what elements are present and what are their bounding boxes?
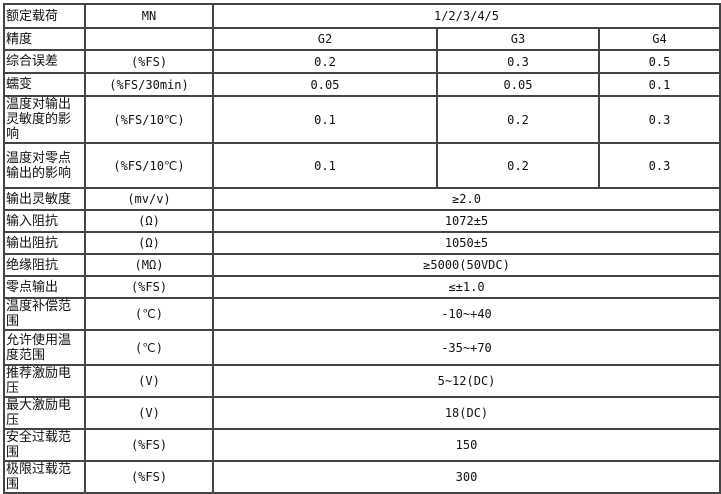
- row-value: 18(DC): [212, 396, 721, 430]
- row-value: 0.05: [212, 72, 438, 97]
- table-row: 输出灵敏度 (mv/v) ≥2.0: [3, 187, 721, 211]
- row-label: 温度对输出灵敏度的影响: [3, 95, 86, 144]
- row-label: 最大激励电压: [3, 396, 86, 430]
- row-value: ≥2.0: [212, 187, 721, 211]
- row-value: 0.3: [436, 49, 600, 74]
- row-value: 1/2/3/4/5: [212, 3, 721, 29]
- row-label: 温度补偿范围: [3, 297, 86, 331]
- row-value: 0.5: [598, 49, 721, 74]
- row-unit: (%FS): [84, 275, 214, 299]
- row-value: -10~+40: [212, 297, 721, 331]
- row-value: 0.1: [212, 142, 438, 189]
- row-unit: (%FS/10℃): [84, 95, 214, 144]
- table-row: 极限过载范围 (%FS) 300: [3, 460, 721, 494]
- row-value: 0.2: [436, 95, 600, 144]
- table-row: 绝缘阻抗 (MΩ) ≥5000(50VDC): [3, 253, 721, 277]
- row-label: 温度对零点输出的影响: [3, 142, 86, 189]
- row-label: 综合误差: [3, 49, 86, 74]
- row-unit: (Ω): [84, 209, 214, 233]
- row-unit: (MΩ): [84, 253, 214, 277]
- row-unit: (%FS): [84, 428, 214, 462]
- row-unit: (Ω): [84, 231, 214, 255]
- table-row: 蠕变 (%FS/30min) 0.05 0.05 0.1: [3, 72, 721, 97]
- table-row: 综合误差 (%FS) 0.2 0.3 0.5: [3, 49, 721, 74]
- row-unit: (%FS/30min): [84, 72, 214, 97]
- row-label: 输出阻抗: [3, 231, 86, 255]
- table-row: 精度 G2 G3 G4: [3, 27, 721, 51]
- row-unit: (℃): [84, 297, 214, 331]
- row-value: -35~+70: [212, 329, 721, 366]
- row-label: 绝缘阻抗: [3, 253, 86, 277]
- spec-table: 额定载荷 MN 1/2/3/4/5 精度 G2 G3 G4 综合误差 (%FS) 0…: [3, 3, 721, 494]
- row-value: 0.3: [598, 142, 721, 189]
- table-row: 输出阻抗 (Ω) 1050±5: [3, 231, 721, 255]
- row-unit: (V): [84, 364, 214, 398]
- row-label: 输入阻抗: [3, 209, 86, 233]
- row-value: 300: [212, 460, 721, 494]
- row-label: 精度: [3, 27, 86, 51]
- row-label: 安全过载范围: [3, 428, 86, 462]
- table-row: 最大激励电压 (V) 18(DC): [3, 396, 721, 430]
- row-value: 150: [212, 428, 721, 462]
- row-value: ≤±1.0: [212, 275, 721, 299]
- row-value: 0.2: [212, 49, 438, 74]
- row-label: 输出灵敏度: [3, 187, 86, 211]
- row-value: 0.05: [436, 72, 600, 97]
- row-label: 额定载荷: [3, 3, 86, 29]
- row-label: 允许使用温度范围: [3, 329, 86, 366]
- row-unit: [84, 27, 214, 51]
- row-value: ≥5000(50VDC): [212, 253, 721, 277]
- table-row: 安全过载范围 (%FS) 150: [3, 428, 721, 462]
- row-value: 0.3: [598, 95, 721, 144]
- grade-g4: G4: [598, 27, 721, 51]
- table-row: 零点输出 (%FS) ≤±1.0: [3, 275, 721, 299]
- row-unit: MN: [84, 3, 214, 29]
- row-unit: (V): [84, 396, 214, 430]
- table-row: 温度补偿范围 (℃) -10~+40: [3, 297, 721, 331]
- row-value: 1050±5: [212, 231, 721, 255]
- row-unit: (℃): [84, 329, 214, 366]
- row-unit: (%FS): [84, 460, 214, 494]
- row-value: 0.2: [436, 142, 600, 189]
- table-row: 推荐激励电压 (V) 5~12(DC): [3, 364, 721, 398]
- row-value: 1072±5: [212, 209, 721, 233]
- row-label: 极限过载范围: [3, 460, 86, 494]
- table-row: 允许使用温度范围 (℃) -35~+70: [3, 329, 721, 366]
- row-value: 5~12(DC): [212, 364, 721, 398]
- table-row: 温度对零点输出的影响 (%FS/10℃) 0.1 0.2 0.3: [3, 142, 721, 189]
- row-unit: (mv/v): [84, 187, 214, 211]
- table-row: 输入阻抗 (Ω) 1072±5: [3, 209, 721, 233]
- row-label: 蠕变: [3, 72, 86, 97]
- table-row: 温度对输出灵敏度的影响 (%FS/10℃) 0.1 0.2 0.3: [3, 95, 721, 144]
- row-value: 0.1: [598, 72, 721, 97]
- row-unit: (%FS/10℃): [84, 142, 214, 189]
- table-row: 额定载荷 MN 1/2/3/4/5: [3, 3, 721, 29]
- row-value: 0.1: [212, 95, 438, 144]
- row-label: 零点输出: [3, 275, 86, 299]
- row-unit: (%FS): [84, 49, 214, 74]
- grade-g2: G2: [212, 27, 438, 51]
- grade-g3: G3: [436, 27, 600, 51]
- row-label: 推荐激励电压: [3, 364, 86, 398]
